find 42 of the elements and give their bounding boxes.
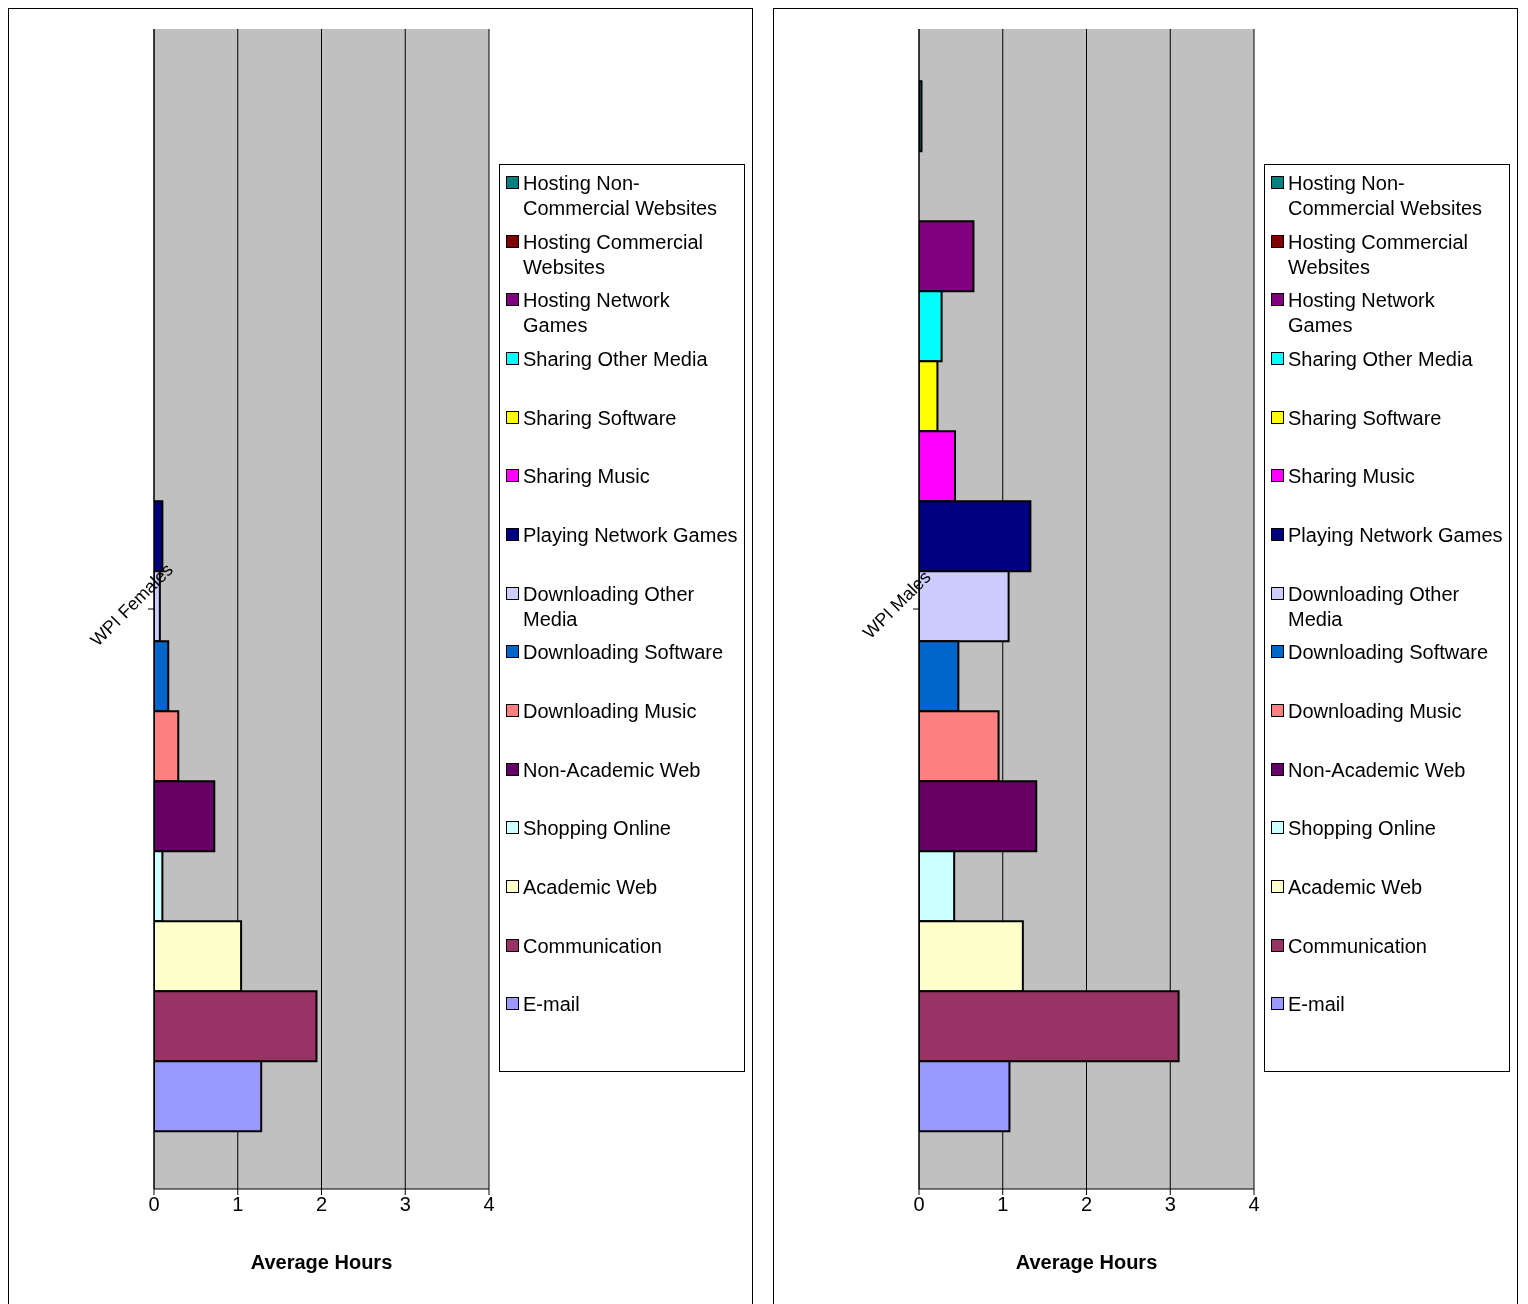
legend-label: Playing Network Games <box>1288 522 1503 548</box>
legend-label: E-mail <box>1288 992 1345 1018</box>
legend-label: Academic Web <box>1288 875 1423 901</box>
legend-label: Hosting Network Games <box>523 288 671 339</box>
legend-label: Shopping Online <box>523 816 671 842</box>
legend-label: Sharing Software <box>523 405 677 431</box>
x-axis-title: Average Hours <box>250 1251 393 1273</box>
legend-label: Downloading Music <box>523 699 697 725</box>
x-tick-label: 0 <box>148 1193 160 1216</box>
legend-label: Non-Academic Web <box>1288 757 1466 783</box>
legend-label: Downloading Software <box>1288 640 1489 666</box>
x-tick-label: 2 <box>315 1193 328 1216</box>
legend-label: E-mail <box>523 992 580 1018</box>
x-tick-label: 3 <box>1164 1193 1176 1216</box>
legend-label: Sharing Other Media <box>1288 346 1473 372</box>
x-tick-label: 4 <box>483 1193 495 1216</box>
x-tick-label: 0 <box>913 1193 925 1216</box>
legend-label: Hosting Commercial Websites <box>523 229 705 280</box>
legend-label: Downloading Other Media <box>1288 581 1461 632</box>
legend-label: Downloading Software <box>523 640 724 666</box>
legend-label: Sharing Music <box>523 464 650 490</box>
legend-label: Hosting Non-Commercial Websites <box>1288 170 1484 221</box>
x-tick-label: 1 <box>232 1193 244 1216</box>
legend-label: Sharing Music <box>1288 464 1415 490</box>
legend-label: Downloading Music <box>1288 699 1462 725</box>
legend-label: Hosting Network Games <box>1288 288 1436 339</box>
legend-label: Non-Academic Web <box>523 757 701 783</box>
x-tick-label: 2 <box>1080 1193 1093 1216</box>
x-tick-label: 4 <box>1248 1193 1260 1216</box>
legend-label: Downloading Other Media <box>523 581 696 632</box>
legend-label: Sharing Software <box>1288 405 1442 431</box>
legend-label: Communication <box>1288 933 1427 959</box>
legend-label: Hosting Non-Commercial Websites <box>523 170 719 221</box>
legend-label: Playing Network Games <box>523 522 738 548</box>
legend-label: Communication <box>523 933 662 959</box>
x-axis-title: Average Hours <box>1015 1251 1158 1273</box>
legend-label: Sharing Other Media <box>523 346 708 372</box>
legend-label: Hosting Commercial Websites <box>1288 229 1470 280</box>
x-tick-label: 1 <box>997 1193 1009 1216</box>
legend-label: Academic Web <box>523 875 658 901</box>
x-tick-label: 3 <box>399 1193 411 1216</box>
legend-label: Shopping Online <box>1288 816 1436 842</box>
